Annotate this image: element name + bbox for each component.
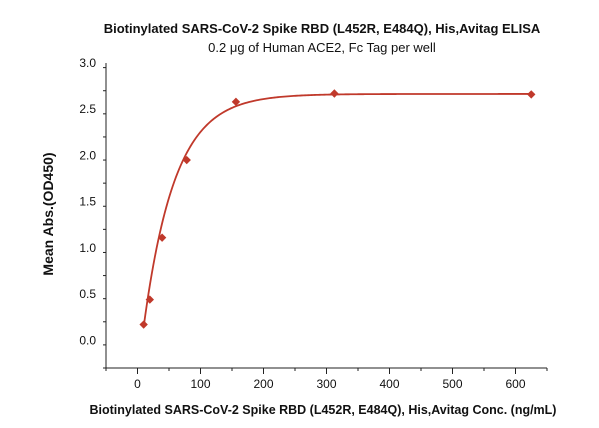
- x-tick-label: 100: [190, 377, 210, 391]
- data-point: [182, 155, 191, 165]
- x-tick-label: 200: [253, 377, 273, 391]
- axes: [105, 63, 547, 369]
- x-tick-label: 400: [379, 377, 399, 391]
- x-tick-label: 600: [505, 377, 525, 391]
- y-tick-label: 1.5: [79, 195, 96, 209]
- chart-title: Biotinylated SARS-CoV-2 Spike RBD (L452R…: [104, 21, 541, 36]
- data-point: [330, 89, 339, 98]
- data-point: [157, 233, 167, 242]
- y-tick-label: 2.0: [79, 148, 96, 162]
- y-axis-ticks: 0.0 0.5 1.0 1.5 2.0 2.5 3.0: [79, 56, 106, 369]
- chart-subtitle: 0.2 μg of Human ACE2, Fc Tag per well: [208, 40, 436, 55]
- y-tick-label: 0.0: [79, 333, 96, 347]
- x-axis-ticks: 0 100 200 300 400 500 600: [105, 368, 548, 391]
- y-tick-label: 1.0: [79, 241, 96, 255]
- y-tick-label: 2.5: [79, 102, 96, 116]
- y-axis-label: Mean Abs.(OD450): [40, 152, 56, 275]
- x-axis-label: Biotinylated SARS-CoV-2 Spike RBD (L452R…: [90, 403, 557, 417]
- x-tick-label: 300: [316, 377, 336, 391]
- data-point: [139, 320, 148, 329]
- y-tick-label: 0.5: [79, 287, 96, 301]
- data-point: [527, 90, 536, 99]
- data-point: [145, 295, 155, 304]
- x-tick-label: 0: [134, 377, 141, 391]
- x-tick-label: 500: [442, 377, 462, 391]
- fit-curve: [142, 93, 532, 328]
- data-points: [139, 89, 536, 329]
- y-tick-label: 3.0: [79, 56, 96, 70]
- data-point: [231, 97, 241, 107]
